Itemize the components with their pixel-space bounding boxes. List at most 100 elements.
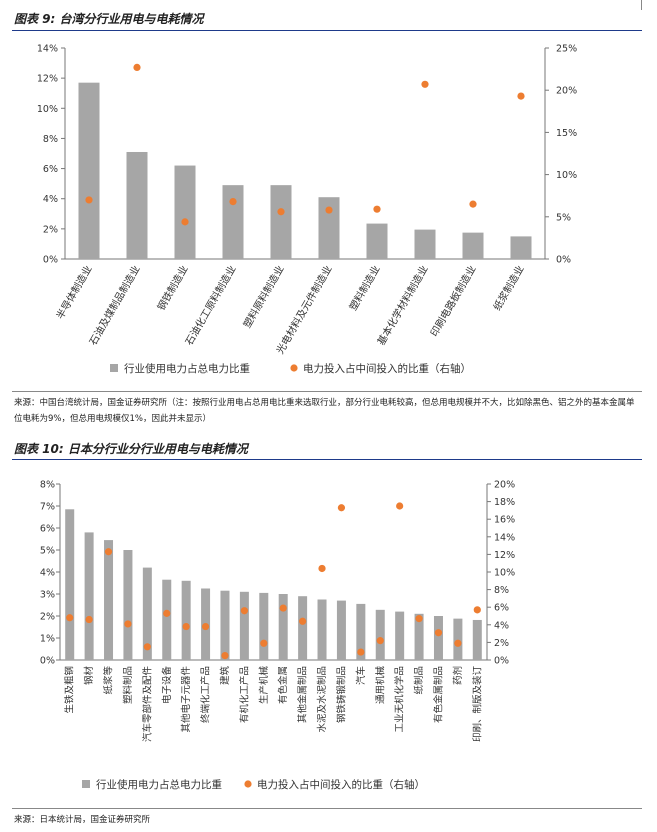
- category-label: 光电材料及元件制造业: [273, 263, 334, 356]
- left-tick-label: 7%: [40, 502, 55, 513]
- bar: [220, 590, 230, 660]
- scatter-point: [454, 639, 462, 647]
- category-label: 石油化工原料制造业: [182, 263, 238, 347]
- right-tick-label: 12%: [494, 550, 515, 561]
- scatter-point: [517, 92, 525, 100]
- bar: [472, 619, 482, 660]
- category-label: 药剂: [452, 666, 464, 685]
- category-label: 石油及煤制品制造业: [86, 263, 142, 347]
- right-tick-label: 10%: [556, 170, 577, 181]
- scatter-point: [279, 604, 287, 612]
- right-tick-label: 18%: [494, 497, 515, 508]
- category-label: 终端化工产品: [200, 666, 212, 723]
- bar: [510, 236, 532, 259]
- left-tick-label: 5%: [40, 546, 55, 557]
- bar: [239, 591, 249, 660]
- bar: [222, 185, 244, 259]
- category-label: 钢铁制造业: [154, 263, 190, 313]
- legend-bar-swatch: [82, 780, 90, 788]
- bar: [65, 509, 75, 660]
- figure-9-source-note: 来源：中国台湾统计局，国金证券研究所（注：按照行业用电占总用电比重来选取行业，部…: [14, 398, 635, 424]
- scatter-point: [221, 652, 229, 660]
- bar: [181, 580, 191, 660]
- category-label: 纸浆等: [103, 666, 115, 695]
- scatter-point: [124, 620, 132, 628]
- figure-10-top-rule: [12, 459, 642, 460]
- scatter-point: [163, 609, 171, 617]
- category-label: 电子设备: [161, 666, 173, 705]
- bar: [126, 151, 148, 259]
- scatter-point: [421, 80, 429, 88]
- scatter-point: [357, 648, 365, 656]
- scatter-point: [299, 617, 307, 625]
- right-tick-label: 25%: [556, 44, 577, 55]
- legend-bar-swatch: [110, 364, 118, 372]
- left-tick-label: 4%: [43, 194, 58, 205]
- left-tick-label: 8%: [43, 134, 58, 145]
- category-label: 塑料制品: [122, 666, 134, 704]
- bar: [318, 197, 340, 259]
- scatter-point: [415, 615, 423, 623]
- right-tick-label: 14%: [494, 532, 515, 543]
- bar: [336, 600, 346, 660]
- bar: [356, 603, 366, 660]
- category-label: 水泥及水泥制品: [316, 666, 328, 733]
- bar: [453, 618, 463, 660]
- bar: [395, 611, 405, 660]
- bar: [317, 599, 327, 660]
- scatter-point: [318, 564, 326, 573]
- category-label: 印刷电路板制造业: [427, 263, 478, 339]
- figure-10-bottom-rule: [12, 808, 642, 809]
- scatter-point: [473, 606, 481, 614]
- bar: [462, 232, 484, 259]
- category-label: 通用机械: [374, 666, 386, 705]
- right-tick-label: 0%: [494, 656, 509, 667]
- legend-dot-label: 电力投入占中间投入的比重（右轴）: [257, 778, 425, 791]
- right-tick-label: 10%: [494, 568, 515, 579]
- bar: [259, 592, 269, 660]
- scatter-point: [133, 63, 141, 72]
- category-label: 汽车: [355, 666, 367, 685]
- scatter-point: [229, 198, 237, 206]
- scatter-point: [260, 639, 268, 647]
- bar: [270, 185, 292, 259]
- left-tick-label: 0%: [43, 255, 58, 266]
- bar: [84, 532, 94, 660]
- scatter-point: [182, 622, 190, 631]
- category-label: 汽车零部件及配件: [141, 666, 153, 743]
- bar: [366, 223, 388, 259]
- figure-10-source-note: 来源：日本统计局，国金证券研究所: [14, 815, 151, 825]
- scatter-point: [337, 504, 346, 512]
- right-tick-label: 15%: [556, 128, 577, 139]
- scatter-point: [376, 637, 384, 645]
- scatter-point: [181, 218, 189, 226]
- category-label: 其他电子元器件: [180, 666, 192, 733]
- left-tick-label: 12%: [37, 74, 58, 85]
- scatter-point: [469, 200, 477, 208]
- scatter-point: [201, 622, 210, 631]
- category-label: 其他金属制品: [297, 666, 309, 723]
- left-tick-label: 3%: [40, 590, 55, 601]
- bar: [414, 613, 424, 660]
- bar: [78, 82, 100, 259]
- category-label: 印刷、制版及装订: [471, 666, 483, 743]
- left-tick-label: 6%: [40, 524, 55, 535]
- left-tick-label: 4%: [40, 568, 55, 579]
- figure-9-bottom-rule: [12, 391, 642, 392]
- scatter-point: [66, 614, 74, 622]
- legend-bar-label: 行业使用电力占总电力比重: [96, 778, 222, 791]
- right-tick-label: 4%: [494, 620, 509, 631]
- bar: [433, 616, 443, 660]
- legend-dot-swatch: [244, 780, 252, 788]
- figure-10-chart: 0% 1% 2% 3% 4% 5% 6% 7% 8% 0% 2% 4% 6% 8% 10% 12% 14% 16%…: [40, 480, 515, 792]
- right-tick-label: 6%: [494, 603, 509, 614]
- figure-10-title: 图表 10: 日本分行业分行业用电与电耗情况: [14, 442, 248, 456]
- left-tick-label: 2%: [43, 224, 58, 235]
- bar: [104, 540, 114, 660]
- category-label: 钢材: [83, 666, 95, 686]
- category-label: 建筑: [219, 666, 231, 686]
- bar: [298, 596, 308, 660]
- figure-9-chart: 0% 2% 4% 6% 8% 10% 12% 14% 0% 5% 10% 15% 20% 25% 半导体制造…: [37, 44, 577, 376]
- scatter-point: [325, 206, 333, 214]
- bar: [174, 165, 196, 259]
